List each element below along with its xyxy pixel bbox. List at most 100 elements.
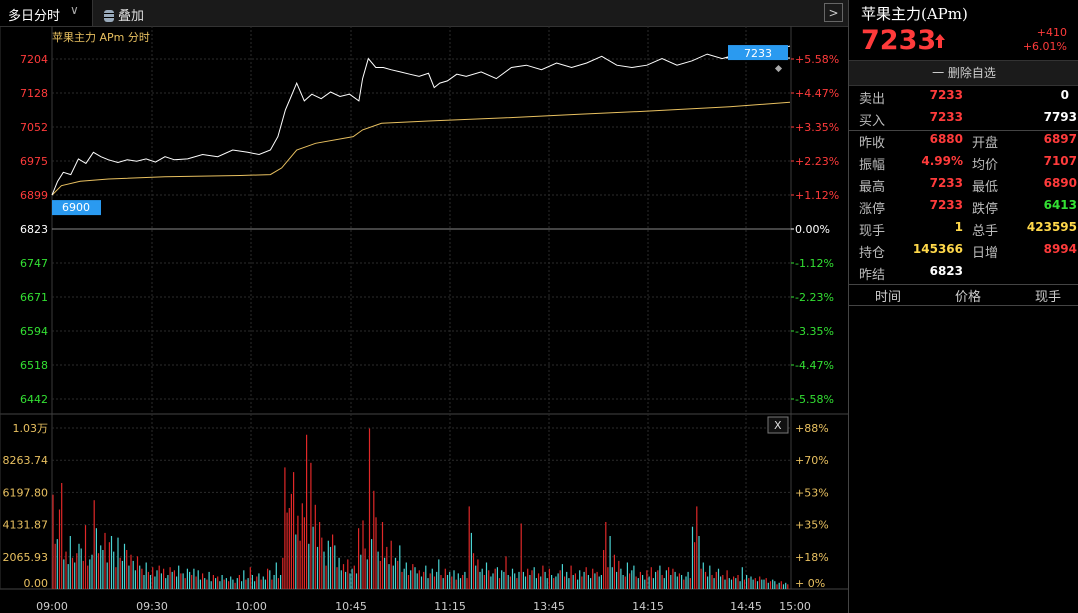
low-value: 6890 [1043,176,1077,190]
amplitude-label: 振幅 [859,158,886,173]
arrow-up-icon [935,34,945,48]
volume-tick-label: 6197.80 [3,486,49,499]
stat-row: 振幅 4.99% 均价 7107 [849,154,1078,176]
volume-axis: 1.03万 8263.74 6197.80 4131.87 2065.93 0.00 [3,422,49,590]
current-volume-label: 现手 [859,224,886,239]
time-tick-label: 09:30 [136,600,168,613]
open-interest-value: 145366 [912,242,963,256]
chart-title: 苹果主力 APm 分时 [52,30,150,44]
volume-percent-tick-label: +88% [795,422,829,435]
time-tick-label: 09:00 [36,600,68,613]
percent-tick-label: -3.35% [795,325,834,338]
divider [849,305,1078,306]
remove-favorite-button[interactable]: 一 删除自选 [849,60,1078,86]
volume-percent-tick-label: +18% [795,551,829,564]
price-tick-label: 6594 [20,325,48,338]
stat-row: 昨结 6823 [849,264,1078,286]
stat-row: 昨收 6880 开盘 6897 [849,132,1078,154]
ticks-table-header: 时间 价格 现手 [849,285,1078,305]
prev-settle-label: 昨结 [859,268,886,283]
price-tick-label: 6518 [20,359,48,372]
percent-tick-label: +3.35% [795,121,839,134]
price-tick-label: 7052 [20,121,48,134]
chevron-down-icon[interactable]: ∨ [70,3,79,17]
time-tick-label: 10:00 [235,600,267,613]
total-volume-value: 423595 [1026,220,1077,234]
average-price-line [51,101,791,196]
top-toolbar: 多日分时 ∨ 叠加 > [0,0,848,27]
chart-grid [0,26,848,590]
price-line [51,45,791,196]
percent-tick-label: +1.12% [795,189,839,202]
price-tick-label: 6823 [20,223,48,236]
change-percent: +6.01% [1022,40,1067,53]
volume-percent-tick-label: +53% [795,486,829,499]
price-tick-label: 7128 [20,87,48,100]
price-tick-label: 6747 [20,257,48,270]
time-tick-label: 10:45 [335,600,367,613]
price-change: +410 +6.01% [1023,26,1067,54]
intraday-chart[interactable]: 苹果主力 APm 分时 7204 7128 7052 6975 6899 6823 6747… [0,26,848,613]
prev-close-value: 6880 [929,132,963,146]
ticks-col-volume: 现手 [1035,290,1062,305]
change-value: +410 [1036,26,1067,39]
amplitude-value: 4.99% [921,154,963,168]
volume-percent-tick-label: + 0% [795,577,825,590]
overlay-button[interactable]: 叠加 [104,5,144,24]
open-price-tag-label: 6900 [62,201,90,214]
volume-tick-label: 8263.74 [3,454,49,467]
buy-row: 买入 7233 7793 [849,110,1078,132]
time-tick-label: 13:45 [533,600,565,613]
volume-close-button[interactable]: X [767,416,789,434]
divider [849,130,1078,131]
sell-label: 卖出 [859,92,886,107]
diamond-marker [774,65,783,73]
percent-tick-label: -2.23% [795,291,834,304]
multi-day-tab[interactable]: 多日分时 ∨ [0,0,93,26]
percent-axis: +5.58% +4.47% +3.35% +2.23% +1.12% 0.00% -1.12… [791,53,839,406]
close-icon[interactable]: X [774,419,782,432]
sell-volume: 0 [1060,88,1069,102]
price-tick-label: 6899 [20,189,48,202]
price-tick-label: 6442 [20,393,48,406]
volume-tick-label: 4131.87 [3,519,49,532]
overlay-label: 叠加 [118,9,145,24]
high-label: 最高 [859,180,886,195]
volume-tick-label: 2065.93 [3,551,49,564]
limit-up-label: 涨停 [859,202,886,217]
prev-settle-value: 6823 [929,264,963,278]
open-label: 开盘 [972,136,999,151]
percent-tick-label: +4.47% [795,87,839,100]
percent-tick-label: -5.58% [795,393,834,406]
divider [849,284,1078,285]
avg-price-label: 均价 [972,158,999,173]
oi-change-value: 8994 [1043,242,1077,256]
time-tick-label: 14:45 [730,600,762,613]
limit-down-label: 跌停 [972,202,999,217]
stat-row: 最高 7233 最低 6890 [849,176,1078,198]
price-tags: 7233 6900 [52,45,790,216]
price-tick-label: 6975 [20,155,48,168]
stat-row: 持仓 145366 日增 8994 [849,242,1078,264]
percent-tick-label: +5.58% [795,53,839,66]
high-price-tag-label: 7233 [744,47,772,60]
quote-panel: 苹果主力(APm) 7233 +410 +6.01% 一 删除自选 卖出 723… [848,0,1078,613]
price-tick-label: 7204 [20,53,48,66]
percent-tick-label: 0.00% [795,223,830,236]
total-volume-label: 总手 [972,224,999,239]
multi-day-tab-label: 多日分时 [8,9,61,24]
percent-tick-label: -1.12% [795,257,834,270]
sell-row: 卖出 7233 0 [849,88,1078,110]
open-interest-label: 持仓 [859,246,886,261]
limit-up-value: 7233 [929,198,963,212]
volume-bars [52,428,789,589]
oi-change-label: 日增 [972,246,999,261]
current-volume-value: 1 [954,220,963,234]
high-price-tag [728,45,788,61]
next-arrow-button[interactable]: > [824,3,843,22]
price-axis: 7204 7128 7052 6975 6899 6823 6747 6671 6594 6518… [20,53,48,406]
buy-volume: 7793 [1043,110,1077,124]
volume-tick-label: 1.03万 [13,422,49,435]
percent-tick-label: +2.23% [795,155,839,168]
database-icon [104,10,114,22]
